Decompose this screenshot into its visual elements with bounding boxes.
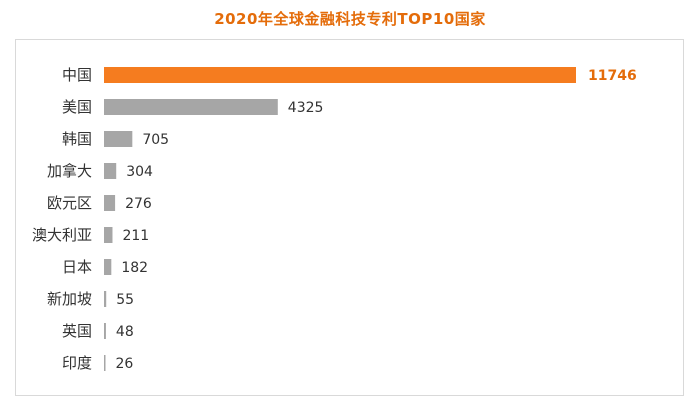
value-label: 182 bbox=[121, 260, 148, 276]
category-label: 英国 bbox=[62, 322, 92, 340]
bar bbox=[104, 99, 278, 115]
bar bbox=[104, 291, 107, 307]
category-label: 新加坡 bbox=[47, 290, 92, 308]
bar bbox=[104, 131, 133, 147]
bar bbox=[104, 355, 106, 371]
chart-title: 2020年全球金融科技专利TOP10国家 bbox=[214, 10, 486, 28]
labels-group: 中国 11746 美国 4325 韩国 705 加拿大 304 欧元区 276 澳大利亚 211 日本 1… bbox=[32, 66, 637, 372]
category-label: 印度 bbox=[62, 354, 92, 372]
value-label: 11746 bbox=[588, 68, 637, 84]
category-label: 中国 bbox=[62, 66, 92, 84]
category-label: 美国 bbox=[62, 98, 92, 116]
category-label: 韩国 bbox=[62, 130, 92, 148]
chart-frame bbox=[15, 39, 684, 396]
category-label: 澳大利亚 bbox=[32, 226, 92, 244]
value-label: 4325 bbox=[288, 100, 324, 116]
value-label: 211 bbox=[122, 228, 149, 244]
value-label: 304 bbox=[126, 164, 153, 180]
value-label: 48 bbox=[116, 324, 134, 340]
bar bbox=[104, 67, 576, 83]
bar bbox=[104, 259, 112, 275]
category-label: 日本 bbox=[62, 258, 92, 276]
value-label: 276 bbox=[125, 196, 152, 212]
bar bbox=[104, 163, 117, 179]
category-label: 欧元区 bbox=[47, 194, 92, 212]
category-label: 加拿大 bbox=[47, 162, 92, 180]
bars-group bbox=[104, 67, 576, 371]
bar bbox=[104, 195, 116, 211]
value-label: 55 bbox=[116, 292, 134, 308]
value-label: 26 bbox=[116, 356, 134, 372]
bar bbox=[104, 323, 106, 339]
bar bbox=[104, 227, 113, 243]
value-label: 705 bbox=[142, 132, 169, 148]
